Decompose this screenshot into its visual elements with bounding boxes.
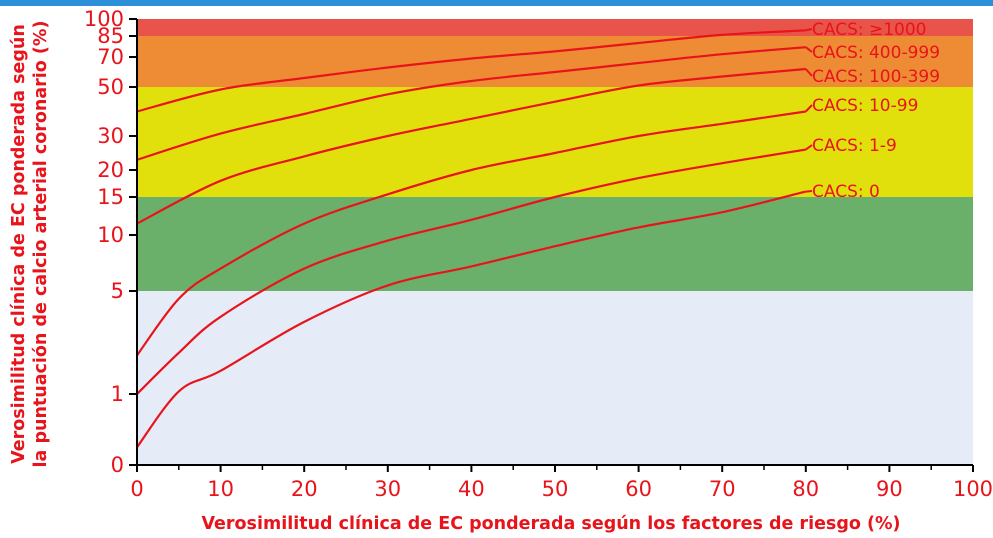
x-tick-label-0: 0 [130,477,143,501]
band-3 [137,36,973,87]
series-line-0 [136,29,806,113]
y-tick-label-3: 10 [97,223,124,247]
series-leader-0 [805,28,813,32]
series-line-2 [136,67,806,225]
axes: 0 10 20 30 40 50 60 70 80 90 100015101520305070851… [84,7,993,501]
y-axis-title-line2: la puntuación de calcio arterial coronar… [31,21,51,468]
y-tick-label-1: 1 [111,382,124,406]
curves [136,28,813,448]
y-tick-label-4: 15 [97,185,124,209]
band-0 [137,291,973,465]
series-label-2: CACS: 100-399 [812,67,940,87]
series-leader-4 [805,144,813,151]
y-tick-label-0: 0 [111,453,124,477]
x-axis-title: Verosimilitud clínica de EC ponderada se… [201,514,900,534]
series-label-5: CACS: 0 [812,182,880,202]
x-tick-label-6: 60 [625,477,652,501]
series-leader-1 [805,46,813,53]
x-tick-label-3: 30 [374,477,401,501]
y-tick-label-7: 50 [97,75,124,99]
x-tick-label-2: 20 [291,477,318,501]
y-tick-label-10: 100 [84,7,124,31]
y-tick-label-5: 20 [97,158,124,182]
series-line-5 [136,190,807,448]
x-tick-label-5: 50 [542,477,569,501]
series-line-1 [136,46,806,161]
y-tick-label-8: 70 [97,45,124,69]
series-label-1: CACS: 400-999 [812,43,940,63]
x-tick-label-1: 10 [207,477,234,501]
band-2 [137,87,973,197]
series-leader-3 [805,104,813,113]
x-tick-label-4: 40 [458,477,485,501]
x-tick-label-8: 80 [792,477,819,501]
series-label-3: CACS: 10-99 [812,96,918,116]
top-accent-bar [0,0,993,6]
series-label-4: CACS: 1-9 [812,136,897,156]
y-tick-label-6: 30 [97,124,124,148]
x-tick-label-9: 90 [876,477,903,501]
y-tick-label-2: 5 [111,279,124,303]
band-1 [137,197,973,291]
series-leader-5 [805,190,813,193]
series-label-0: CACS: ≥1000 [812,20,927,40]
x-tick-label-10: 100 [953,477,993,501]
x-tick-label-7: 70 [709,477,736,501]
series-line-4 [136,148,806,395]
series-line-3 [136,110,806,357]
y-tick-label-9: 85 [97,24,124,48]
series-leader-2 [805,68,813,77]
y-axis-title-line1: Verosimilitud clínica de EC ponderada se… [9,24,29,464]
labels: Verosimilitud clínica de EC ponderada se… [9,20,940,534]
